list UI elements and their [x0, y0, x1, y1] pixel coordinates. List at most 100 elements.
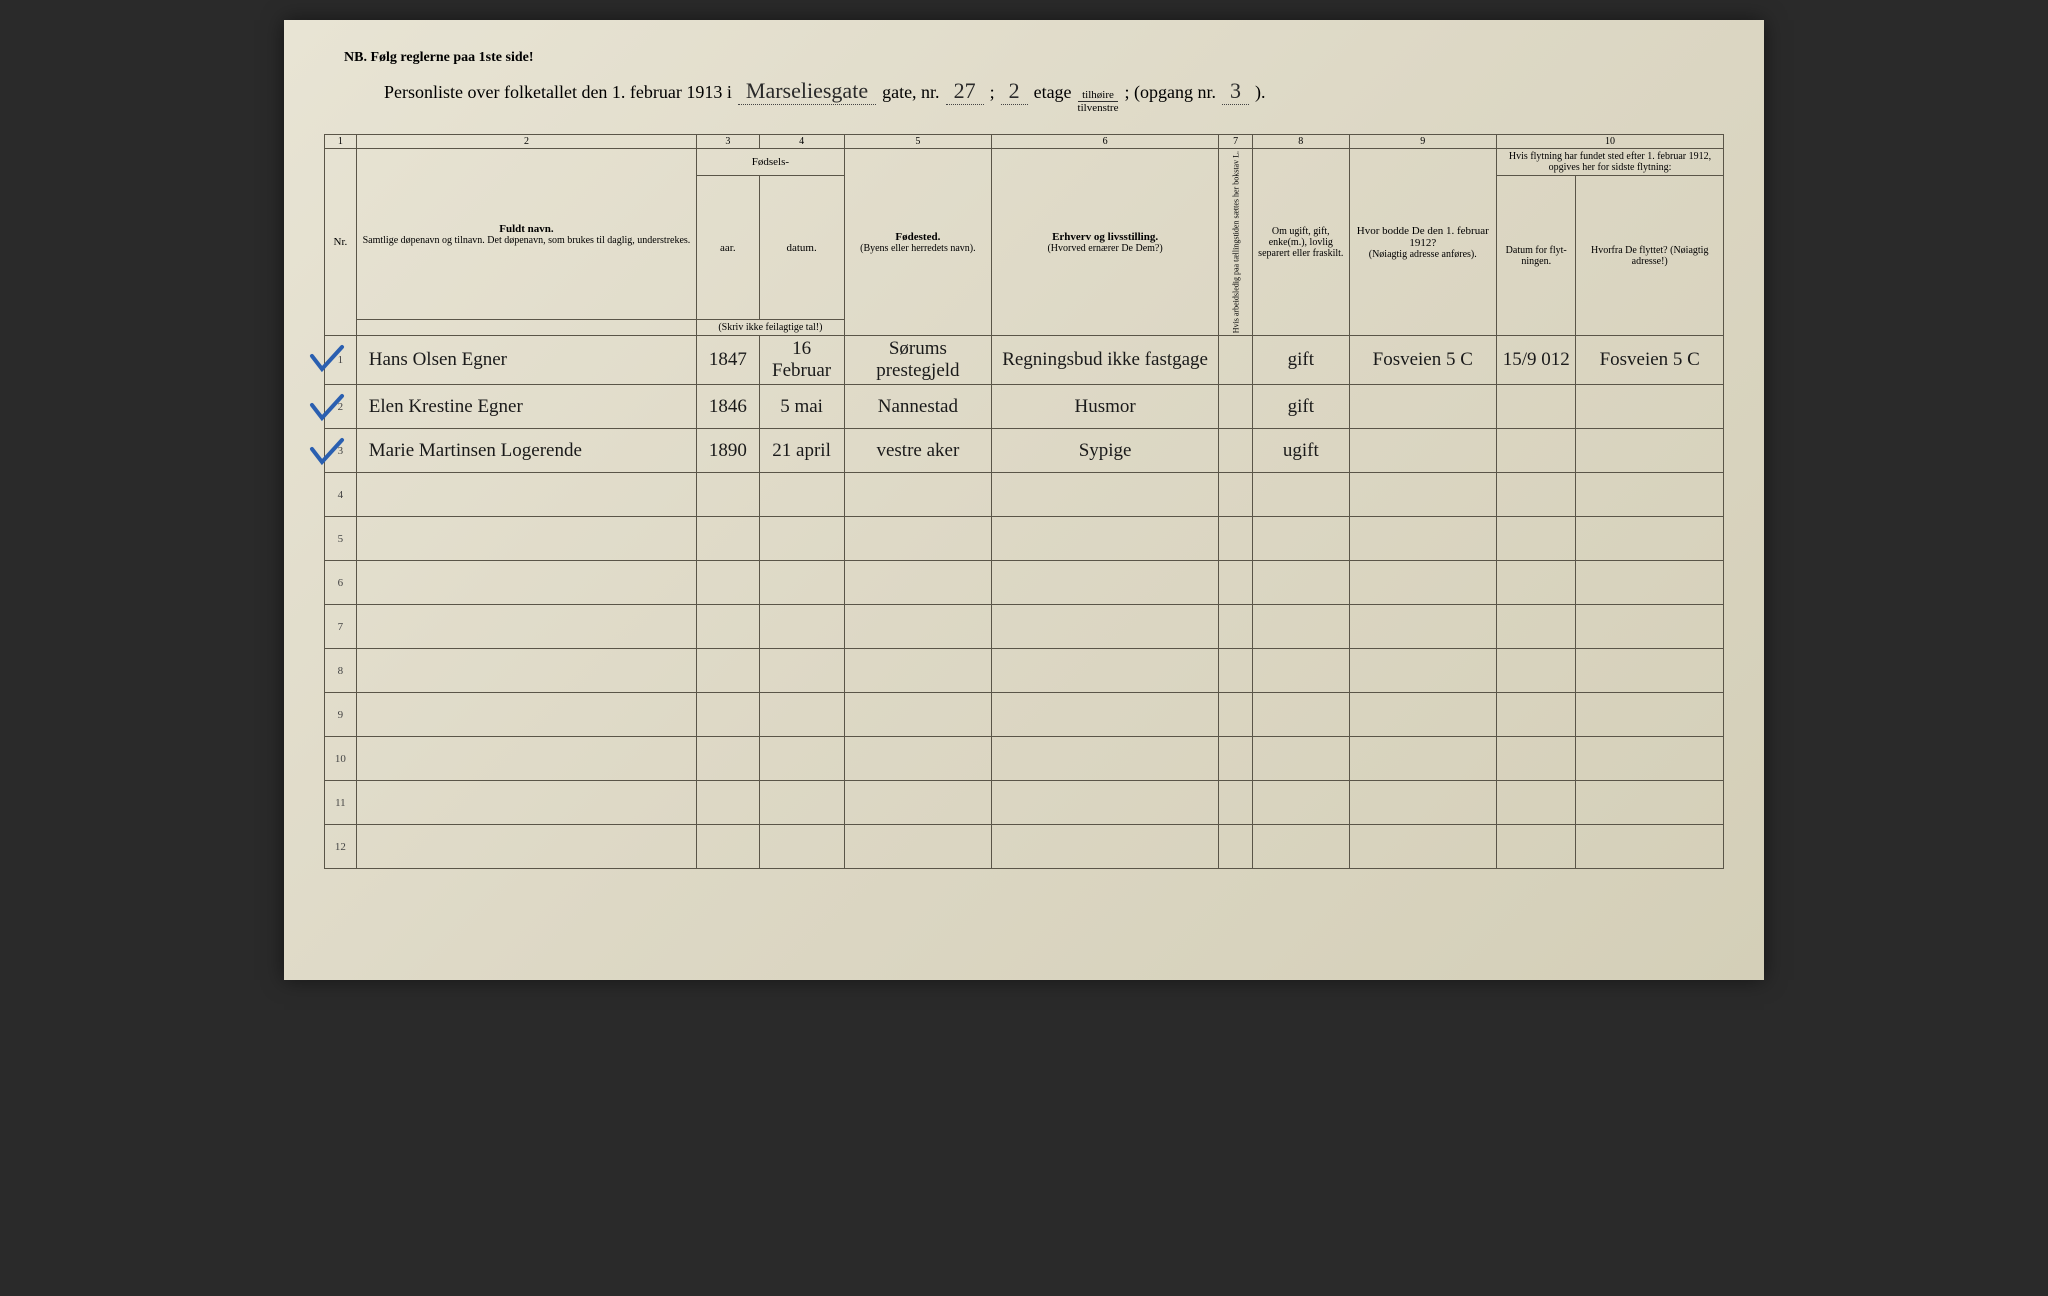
col8-cell [1253, 649, 1349, 693]
gate-nr: 27 [946, 78, 984, 105]
etage-nr: 2 [1001, 78, 1028, 105]
col8-cell [1253, 781, 1349, 825]
colnum: 9 [1349, 135, 1497, 149]
erhverv-header: Erhverv og livsstilling. (Hvorved ernære… [992, 149, 1219, 336]
table-row: 11 [325, 781, 1724, 825]
fodested-header: Fødested. (Byens eller herredets navn). [844, 149, 992, 336]
colnum: 4 [759, 135, 844, 149]
col10a-cell [1497, 605, 1576, 649]
fodsels-header: Fødsels- [697, 149, 844, 176]
form-title-line: Personliste over folketallet den 1. febr… [324, 78, 1724, 114]
fodested-cell [844, 737, 992, 781]
erhverv-cell [992, 605, 1219, 649]
datum-cell [759, 781, 844, 825]
erhverv-cell [992, 649, 1219, 693]
col7-cell [1219, 825, 1253, 869]
semicolon: ; [990, 82, 995, 103]
table-row: 2Elen Krestine Egner18465 maiNannestadHu… [325, 385, 1724, 429]
fuldt-navn-label: Fuldt navn. [360, 223, 693, 235]
row-number: 11 [325, 781, 357, 825]
erhverv-cell [992, 561, 1219, 605]
frac-top: tilhøire [1078, 89, 1119, 102]
col8-cell [1253, 737, 1349, 781]
col10b-cell [1576, 693, 1724, 737]
col10b-cell [1576, 561, 1724, 605]
census-table: 1 2 3 4 5 6 7 8 9 10 Nr. Fuldt navn. Sam… [324, 134, 1724, 869]
erhverv-cell [992, 825, 1219, 869]
col7-cell [1219, 517, 1253, 561]
col10b-cell [1576, 737, 1724, 781]
datum-cell [759, 693, 844, 737]
col7-cell [1219, 336, 1253, 385]
table-head: 1 2 3 4 5 6 7 8 9 10 Nr. Fuldt navn. Sam… [325, 135, 1724, 336]
table-row: 9 [325, 693, 1724, 737]
col9-cell [1349, 693, 1497, 737]
col7-cell [1219, 781, 1253, 825]
name-cell [356, 649, 696, 693]
name-cell [356, 473, 696, 517]
table-row: 3Marie Martinsen Logerende189021 aprilve… [325, 429, 1724, 473]
datum-cell [759, 561, 844, 605]
name-cell: Hans Olsen Egner [356, 336, 696, 385]
aar-cell [697, 517, 759, 561]
fodested-cell [844, 693, 992, 737]
aar-cell [697, 473, 759, 517]
col9-label: Hvor bodde De den 1. februar 1912? [1353, 225, 1494, 249]
col9-cell [1349, 473, 1497, 517]
col10a-cell [1497, 825, 1576, 869]
col7-cell [1219, 385, 1253, 429]
fuldt-sub: Samtlige døpenavn og tilnavn. Det døpena… [360, 235, 693, 246]
name-header: Fuldt navn. Samtlige døpenavn og tilnavn… [356, 149, 696, 320]
col10a-cell [1497, 693, 1576, 737]
datum-cell [759, 649, 844, 693]
fodested-sub: (Byens eller herredets navn). [848, 243, 989, 254]
col8-cell [1253, 693, 1349, 737]
name-cell [356, 517, 696, 561]
row-number: 2 [325, 385, 357, 429]
col9-header: Hvor bodde De den 1. februar 1912? (Nøia… [1349, 149, 1497, 336]
col10b-cell [1576, 385, 1724, 429]
row-number: 10 [325, 737, 357, 781]
col9-cell [1349, 605, 1497, 649]
datum-cell: 21 april [759, 429, 844, 473]
fodested-cell [844, 781, 992, 825]
erhverv-cell [992, 781, 1219, 825]
col9-cell [1349, 825, 1497, 869]
datum-cell [759, 517, 844, 561]
side-fraction: tilhøire tilvenstre [1078, 89, 1119, 114]
erhverv-cell [992, 737, 1219, 781]
title-prefix: Personliste over folketallet den 1. febr… [384, 82, 732, 103]
aar-cell: 1846 [697, 385, 759, 429]
col7-cell [1219, 737, 1253, 781]
table-row: 8 [325, 649, 1724, 693]
checkmark-icon [307, 344, 347, 374]
aar-cell [697, 825, 759, 869]
nb-instruction: NB. Følg reglerne paa 1ste side! [324, 50, 1724, 66]
table-row: 5 [325, 517, 1724, 561]
table-row: 1Hans Olsen Egner184716 FebruarSørums pr… [325, 336, 1724, 385]
street-name: Marseliesgate [738, 78, 876, 105]
row-number: 4 [325, 473, 357, 517]
row-number: 6 [325, 561, 357, 605]
table-row: 10 [325, 737, 1724, 781]
colnum: 8 [1253, 135, 1349, 149]
col10b-cell: Fosveien 5 C [1576, 336, 1724, 385]
col9-cell [1349, 517, 1497, 561]
col10a-cell [1497, 429, 1576, 473]
name-cell [356, 825, 696, 869]
erhverv-cell [992, 517, 1219, 561]
col9-cell [1349, 385, 1497, 429]
col10a-cell [1497, 473, 1576, 517]
aar-cell: 1847 [697, 336, 759, 385]
name-cell [356, 693, 696, 737]
fodested-cell: Sørums prestegjeld [844, 336, 992, 385]
datum-cell [759, 825, 844, 869]
col10b-cell [1576, 517, 1724, 561]
col10a-cell [1497, 649, 1576, 693]
col9-cell: Fosveien 5 C [1349, 336, 1497, 385]
col9-cell [1349, 737, 1497, 781]
datum-cell: 16 Februar [759, 336, 844, 385]
name-cell [356, 737, 696, 781]
datum-cell [759, 737, 844, 781]
row-number: 1 [325, 336, 357, 385]
